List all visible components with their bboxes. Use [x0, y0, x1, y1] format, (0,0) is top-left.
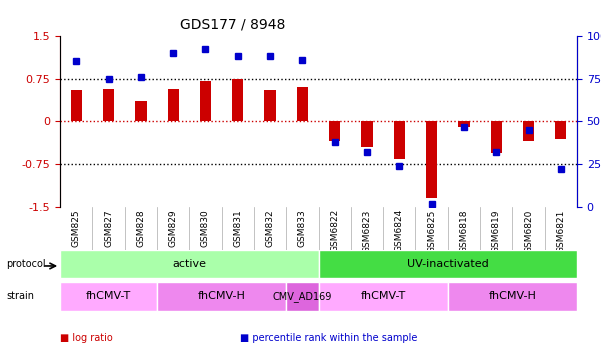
- Text: GSM830: GSM830: [201, 209, 210, 247]
- Bar: [361, 121, 373, 147]
- Text: ■ percentile rank within the sample: ■ percentile rank within the sample: [240, 333, 418, 343]
- Text: GSM829: GSM829: [169, 209, 178, 247]
- Text: GSM825: GSM825: [72, 209, 81, 247]
- Text: active: active: [172, 259, 206, 269]
- Bar: [458, 121, 469, 127]
- Text: GDS177 / 8948: GDS177 / 8948: [180, 18, 285, 32]
- Text: GSM827: GSM827: [104, 209, 113, 247]
- Bar: [426, 121, 438, 198]
- Text: fhCMV-H: fhCMV-H: [489, 291, 536, 301]
- Text: GSM6820: GSM6820: [524, 209, 533, 252]
- Text: GSM833: GSM833: [298, 209, 307, 247]
- FancyBboxPatch shape: [60, 282, 157, 311]
- Text: GSM6822: GSM6822: [330, 209, 339, 252]
- Text: fhCMV-T: fhCMV-T: [86, 291, 131, 301]
- Bar: [168, 89, 179, 121]
- Bar: [394, 121, 405, 159]
- Text: strain: strain: [6, 291, 34, 301]
- Text: fhCMV-T: fhCMV-T: [361, 291, 406, 301]
- Text: ■ log ratio: ■ log ratio: [60, 333, 113, 343]
- Bar: [555, 121, 567, 139]
- Text: GSM6821: GSM6821: [557, 209, 566, 252]
- Text: GSM6819: GSM6819: [492, 209, 501, 253]
- Text: GSM6823: GSM6823: [362, 209, 371, 252]
- Bar: [264, 90, 276, 121]
- Bar: [70, 90, 82, 121]
- Bar: [103, 89, 114, 121]
- FancyBboxPatch shape: [319, 282, 448, 311]
- Bar: [232, 79, 243, 121]
- Text: GSM6825: GSM6825: [427, 209, 436, 252]
- Text: fhCMV-H: fhCMV-H: [198, 291, 246, 301]
- FancyBboxPatch shape: [448, 282, 577, 311]
- Bar: [329, 121, 340, 141]
- FancyBboxPatch shape: [157, 282, 286, 311]
- Bar: [490, 121, 502, 153]
- FancyBboxPatch shape: [319, 250, 577, 278]
- FancyBboxPatch shape: [60, 250, 319, 278]
- Text: protocol: protocol: [6, 259, 46, 269]
- Text: GSM828: GSM828: [136, 209, 145, 247]
- Bar: [135, 101, 147, 121]
- Text: UV-inactivated: UV-inactivated: [407, 259, 489, 269]
- Text: CMV_AD169: CMV_AD169: [273, 291, 332, 302]
- FancyBboxPatch shape: [286, 282, 319, 311]
- Text: GSM831: GSM831: [233, 209, 242, 247]
- Text: GSM6818: GSM6818: [459, 209, 468, 253]
- Text: GSM832: GSM832: [266, 209, 275, 247]
- Bar: [200, 81, 211, 121]
- Bar: [523, 121, 534, 141]
- Text: GSM6824: GSM6824: [395, 209, 404, 252]
- Bar: [297, 87, 308, 121]
